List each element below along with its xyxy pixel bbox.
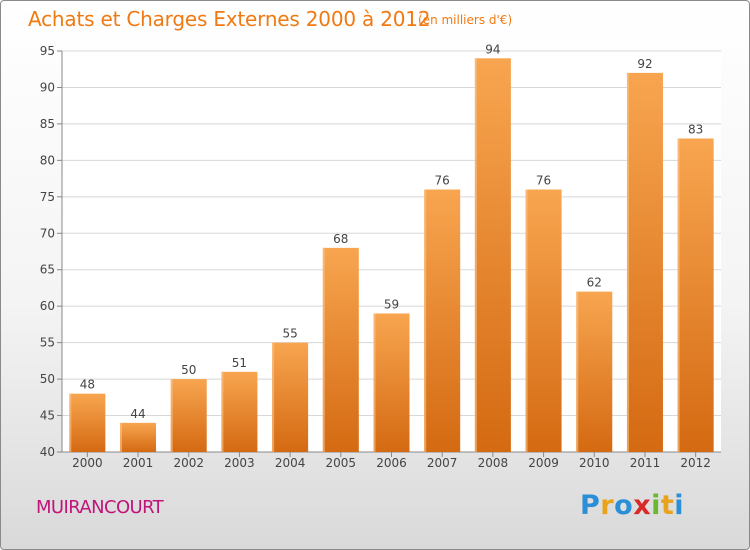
bar — [677, 138, 714, 452]
x-tick-label: 2004 — [275, 456, 306, 470]
y-tick-label: 45 — [40, 409, 55, 423]
bar — [322, 247, 359, 452]
bar — [576, 291, 613, 452]
data-label: 59 — [384, 297, 399, 311]
y-tick-label: 85 — [40, 117, 55, 131]
bar-highlight — [272, 342, 275, 452]
bar — [221, 371, 258, 452]
y-tick-label: 60 — [40, 299, 55, 313]
x-tick-label: 2010 — [579, 456, 610, 470]
bar — [373, 313, 410, 452]
bar-highlight — [373, 313, 376, 452]
bar — [69, 393, 106, 452]
logo-letter: P — [580, 490, 601, 521]
x-tick-label: 2000 — [72, 456, 103, 470]
bar-highlight — [474, 58, 477, 453]
chart-subtitle: (en milliers d'€) — [418, 13, 513, 27]
logo-letter: r — [600, 490, 615, 521]
y-tick-label: 70 — [40, 226, 55, 240]
data-label: 94 — [485, 42, 500, 56]
x-tick-label: 2007 — [427, 456, 458, 470]
bar-highlight — [221, 371, 224, 452]
x-tick-label: 2003 — [224, 456, 255, 470]
x-tick-label: 2001 — [123, 456, 154, 470]
x-tick-label: 2006 — [376, 456, 407, 470]
bar-highlight — [322, 247, 325, 452]
data-label: 50 — [181, 363, 196, 377]
data-label: 62 — [587, 276, 602, 290]
data-label: 83 — [688, 122, 703, 136]
logo-letter: x — [633, 490, 652, 521]
bar — [272, 342, 309, 452]
y-tick-label: 75 — [40, 190, 55, 204]
y-tick-label: 65 — [40, 263, 55, 277]
data-label: 68 — [333, 232, 348, 246]
data-label: 55 — [282, 327, 297, 341]
bar — [120, 422, 157, 452]
bar — [424, 189, 461, 452]
bar — [626, 72, 663, 452]
bar-highlight — [424, 189, 427, 452]
bar-highlight — [576, 291, 579, 452]
data-label: 44 — [130, 407, 145, 421]
logo-letter: i — [651, 490, 661, 521]
logo-letter: i — [674, 490, 685, 521]
bar — [170, 379, 207, 452]
y-tick-label: 50 — [40, 372, 55, 386]
x-tick-label: 2011 — [630, 456, 661, 470]
x-tick-label: 2008 — [478, 456, 509, 470]
bar-highlight — [525, 189, 528, 452]
x-tick-label: 2005 — [326, 456, 357, 470]
commune-name: MUIRANCOURT — [36, 497, 164, 518]
y-tick-label: 90 — [40, 80, 55, 94]
y-tick-label: 95 — [40, 44, 55, 58]
chart-title: Achats et Charges Externes 2000 à 2012 — [28, 7, 431, 31]
bar-highlight — [677, 138, 680, 452]
bar — [474, 58, 511, 453]
x-tick-label: 2012 — [680, 456, 711, 470]
data-label: 48 — [80, 378, 95, 392]
data-label: 92 — [637, 57, 652, 71]
bar-highlight — [120, 422, 123, 452]
logo-letter: t — [660, 490, 675, 521]
y-tick-label: 55 — [40, 336, 55, 350]
x-tick-label: 2009 — [528, 456, 559, 470]
data-label: 76 — [536, 174, 551, 188]
bar-highlight — [170, 379, 173, 452]
y-tick-label: 80 — [40, 153, 55, 167]
bar-highlight — [626, 72, 629, 452]
logo-letter: o — [614, 490, 634, 521]
proxiti-logo: Proxiti — [580, 490, 684, 521]
data-label: 76 — [435, 174, 450, 188]
y-tick-label: 40 — [40, 445, 55, 459]
data-label: 51 — [232, 356, 247, 370]
bar — [525, 189, 562, 452]
bar-highlight — [69, 393, 72, 452]
x-tick-label: 2002 — [173, 456, 204, 470]
